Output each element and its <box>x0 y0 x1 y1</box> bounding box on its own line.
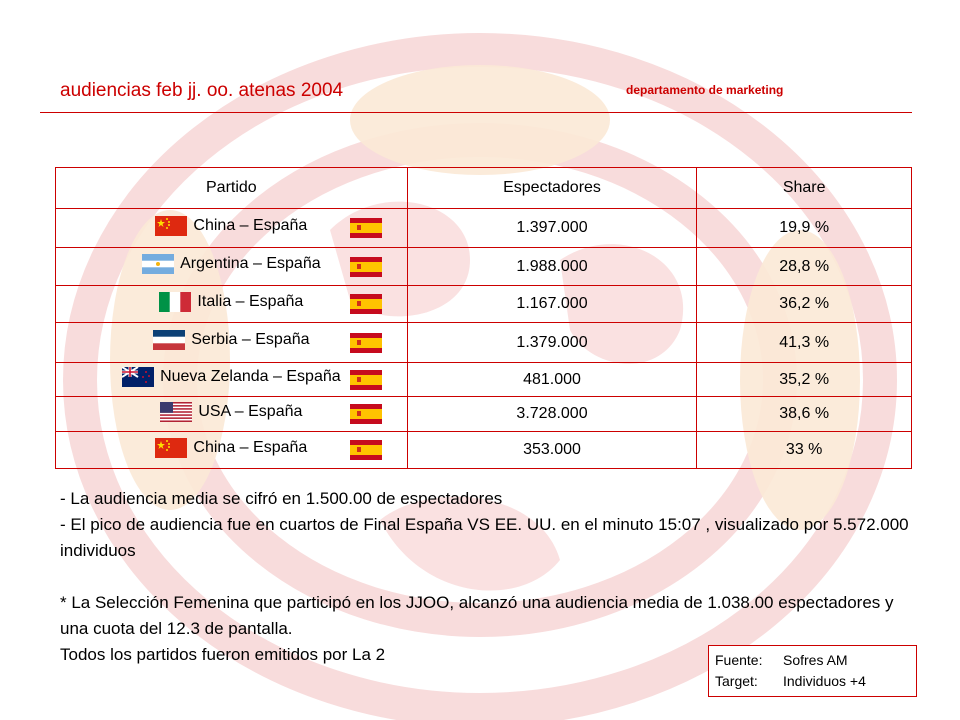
share-cell: 38,6 % <box>696 396 912 432</box>
match-name: Argentina – España <box>180 255 321 272</box>
spain-flag-icon <box>350 404 382 424</box>
viewers-cell: 353.000 <box>406 431 698 469</box>
match-name: Serbia – España <box>191 331 310 348</box>
table-row: China – España 1.397.000 19,9 % <box>55 208 912 248</box>
notes-block: - La audiencia media se cifró en 1.500.0… <box>60 486 920 668</box>
italy-flag-icon <box>159 291 192 312</box>
match-cell: China – España <box>55 431 408 469</box>
spain-flag-icon <box>350 218 382 238</box>
match-label-group: USA – España <box>160 401 303 422</box>
match-cell: Nueva Zelanda – España <box>55 362 408 397</box>
source-label: Fuente: <box>715 652 763 668</box>
table-row: Serbia – España 1.379.000 41,3 % <box>55 322 912 363</box>
share-cell: 36,2 % <box>696 285 912 323</box>
match-label-group: Serbia – España <box>153 330 310 350</box>
share-cell: 41,3 % <box>696 322 912 363</box>
match-cell: Serbia – España <box>55 322 408 363</box>
viewers-cell: 1.988.000 <box>406 247 698 286</box>
viewers-cell: 1.397.000 <box>406 208 698 248</box>
department-label: departamento de marketing <box>626 83 784 97</box>
spain-flag-icon <box>350 440 382 460</box>
match-label-group: Italia – España <box>159 291 304 312</box>
note-women: * La Selección Femenina que participó en… <box>60 593 894 638</box>
match-name: Nueva Zelanda – España <box>160 368 341 385</box>
viewers-cell: 3.728.000 <box>406 396 698 432</box>
table-row: China – España 353.000 33 % <box>55 431 912 469</box>
spain-flag-icon <box>350 294 382 314</box>
new-zealand-flag-icon <box>122 367 155 387</box>
column-header-share: Share <box>696 167 912 209</box>
match-cell: China – España <box>55 208 408 248</box>
audience-table: Partido Espectadores Share China – Españ… <box>55 167 912 469</box>
share-cell: 35,2 % <box>696 362 912 397</box>
match-cell: Italia – España <box>55 285 408 323</box>
argentina-flag-icon <box>142 254 175 274</box>
table-row: Nueva Zelanda – España 481.000 35,2 % <box>55 362 912 397</box>
match-label-group: Argentina – España <box>142 254 321 274</box>
page-title: audiencias feb jj. oo. atenas 2004 <box>60 80 344 101</box>
match-name: China – España <box>193 216 308 234</box>
note-average: - La audiencia media se cifró en 1.500.0… <box>60 489 503 508</box>
match-name: China – España <box>193 438 308 456</box>
spain-flag-icon <box>350 332 382 353</box>
target-value: Individuos +4 <box>783 673 866 689</box>
note-broadcast: Todos los partidos fueron emitidos por L… <box>60 645 386 664</box>
match-label-group: China – España <box>155 437 308 458</box>
spain-flag-icon <box>350 256 382 277</box>
share-cell: 19,9 % <box>696 208 912 248</box>
match-name: USA – España <box>198 402 303 420</box>
match-name: Italia – España <box>197 292 304 310</box>
serbia-flag-icon <box>153 330 186 350</box>
column-header-partido: Partido <box>55 167 408 209</box>
table-header-row: Partido Espectadores Share <box>55 167 912 209</box>
source-box: Fuente: Sofres AM Target: Individuos +4 <box>708 645 917 697</box>
china-flag-icon <box>155 437 188 458</box>
note-spacer <box>60 564 920 590</box>
viewers-cell: 1.167.000 <box>406 285 698 323</box>
share-cell: 33 % <box>696 431 912 469</box>
china-flag-icon <box>155 215 188 236</box>
table-row: USA – España 3.728.000 38,6 % <box>55 396 912 432</box>
match-label-group: China – España <box>155 215 308 236</box>
match-cell: Argentina – España <box>55 247 408 286</box>
table-row: Argentina – España 1.988.000 28,8 % <box>55 247 912 286</box>
share-cell: 28,8 % <box>696 247 912 286</box>
header-divider <box>40 112 912 113</box>
source-value: Sofres AM <box>783 652 848 668</box>
note-peak: - El pico de audiencia fue en cuartos de… <box>60 515 909 560</box>
target-label: Target: <box>715 673 758 689</box>
match-cell: USA – España <box>55 396 408 432</box>
usa-flag-icon <box>160 401 193 422</box>
table-row: Italia – España 1.167.000 36,2 % <box>55 285 912 323</box>
viewers-cell: 1.379.000 <box>406 322 698 363</box>
match-label-group: Nueva Zelanda – España <box>122 367 341 387</box>
column-header-espectadores: Espectadores <box>406 167 698 209</box>
viewers-cell: 481.000 <box>406 362 698 397</box>
spain-flag-icon <box>350 369 382 390</box>
